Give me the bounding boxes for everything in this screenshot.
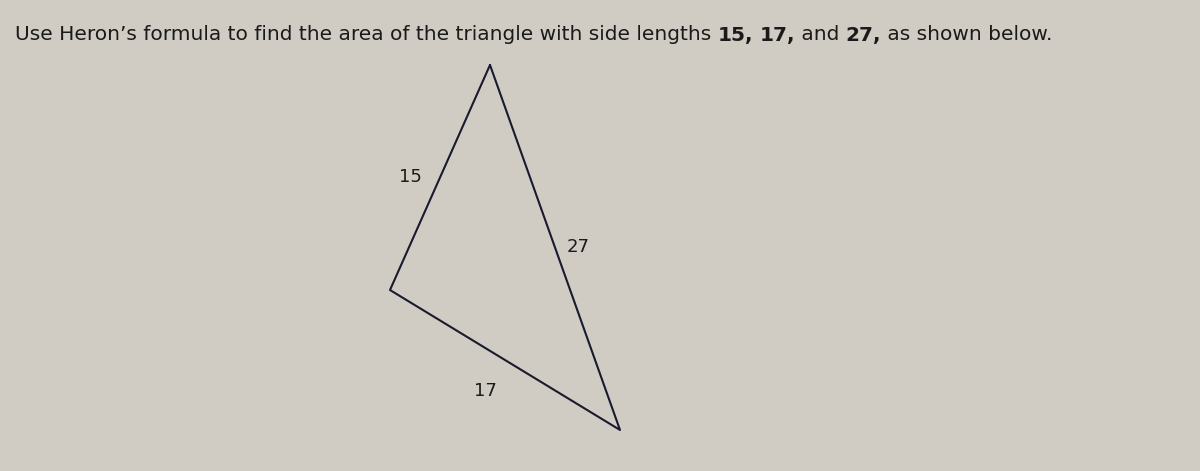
Text: and: and [796,25,846,44]
Text: as shown below.: as shown below. [881,25,1052,44]
Text: 27: 27 [568,238,590,257]
Text: 17,: 17, [760,25,796,44]
Text: 15: 15 [400,169,422,187]
Text: 27,: 27, [846,25,881,44]
Text: Use Heron’s formula to find the area of the triangle with side lengths: Use Heron’s formula to find the area of … [14,25,718,44]
Text: 17: 17 [474,382,497,400]
Text: 15,: 15, [718,25,754,44]
